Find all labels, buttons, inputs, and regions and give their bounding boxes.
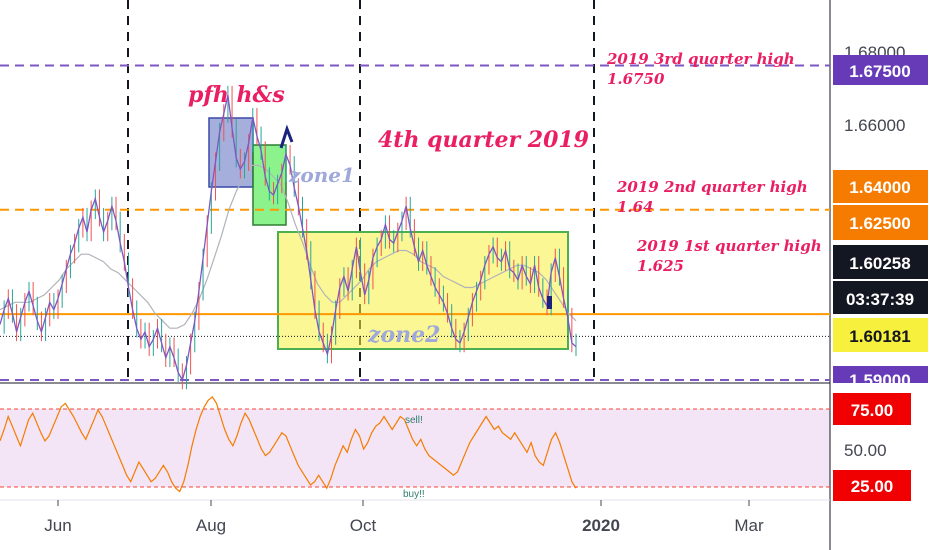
badge-last-price-text: 1.60258 xyxy=(849,254,910,273)
x-tick-label: Oct xyxy=(350,516,377,535)
oscillator-line xyxy=(0,396,577,493)
time-axis: Jun Aug Oct 2020 Mar xyxy=(44,500,764,535)
arrow-up-icon xyxy=(279,124,294,149)
badge-current-price xyxy=(833,318,928,352)
zone2-label: zone2 xyxy=(367,322,440,348)
q1-high-label: 2019 1st quarter high xyxy=(636,237,822,255)
buy-label: buy!! xyxy=(403,489,425,500)
badge-countdown-text: 03:37:39 xyxy=(846,290,914,309)
price-levels xyxy=(0,64,830,381)
sell-label: sell! xyxy=(405,415,423,426)
oscillator-series xyxy=(0,396,577,493)
badge-q3-high xyxy=(833,55,928,85)
q2-high-value: 1.64 xyxy=(617,198,654,216)
badge-current-price-text: 1.60181 xyxy=(849,327,910,346)
y-tick-label: 50.00 xyxy=(844,441,887,460)
badge-countdown xyxy=(833,281,928,314)
price-line xyxy=(0,94,577,382)
q3-high-label: 2019 3rd quarter high xyxy=(606,50,795,68)
badge-low xyxy=(833,366,928,383)
x-tick-label: Mar xyxy=(734,516,764,535)
badge-low-text: 1.59000 xyxy=(849,371,910,390)
badge-overbought-text: 75.00 xyxy=(851,401,894,420)
badge-q1-high-text: 1.62500 xyxy=(849,214,910,233)
marker-icon xyxy=(547,296,552,309)
moving-average-line xyxy=(0,164,577,329)
badge-q2-high xyxy=(833,170,928,203)
price-badges: 1.67500 1.64000 1.62500 1.60258 03:37:39… xyxy=(833,55,928,501)
y-tick-label: 1.66000 xyxy=(844,116,905,135)
zone1-label: zone1 xyxy=(288,163,355,187)
badge-last-price xyxy=(833,245,928,279)
x-tick-label: Jun xyxy=(44,516,71,535)
fourth-quarter-label: 4th quarter 2019 xyxy=(378,127,589,153)
pfh-hs-label: pfh h&s xyxy=(188,82,285,108)
badge-q2-high-text: 1.64000 xyxy=(849,178,910,197)
badge-oversold xyxy=(833,470,911,501)
badge-overbought xyxy=(833,393,911,425)
x-tick-label: 2020 xyxy=(582,516,620,535)
q2-high-label: 2019 2nd quarter high xyxy=(616,178,808,196)
q1-high-value: 1.625 xyxy=(637,257,684,275)
oscillator-band xyxy=(0,409,830,487)
badge-q1-high xyxy=(833,205,928,240)
badge-oversold-text: 25.00 xyxy=(851,477,894,496)
price-series xyxy=(0,85,577,390)
badge-q3-high-text: 1.67500 xyxy=(849,62,910,81)
x-tick-label: Aug xyxy=(196,516,226,535)
q3-high-value: 1.6750 xyxy=(607,70,665,88)
